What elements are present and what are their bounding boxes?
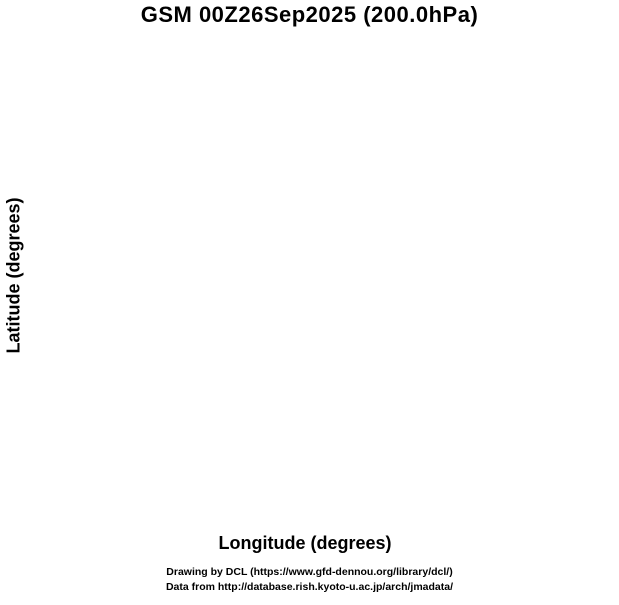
chart-title: GSM 00Z26Sep2025 (200.0hPa) [140,2,479,27]
credit-line-1: Drawing by DCL (https://www.gfd-dennou.o… [166,566,453,578]
credits: Drawing by DCL (https://www.gfd-dennou.o… [0,565,619,595]
x-axis-title: Longitude (degrees) [218,533,392,553]
y-axis-title: Latitude (degrees) [3,197,24,354]
credit-line-2: Data from http://database.rish.kyoto-u.a… [165,581,454,593]
